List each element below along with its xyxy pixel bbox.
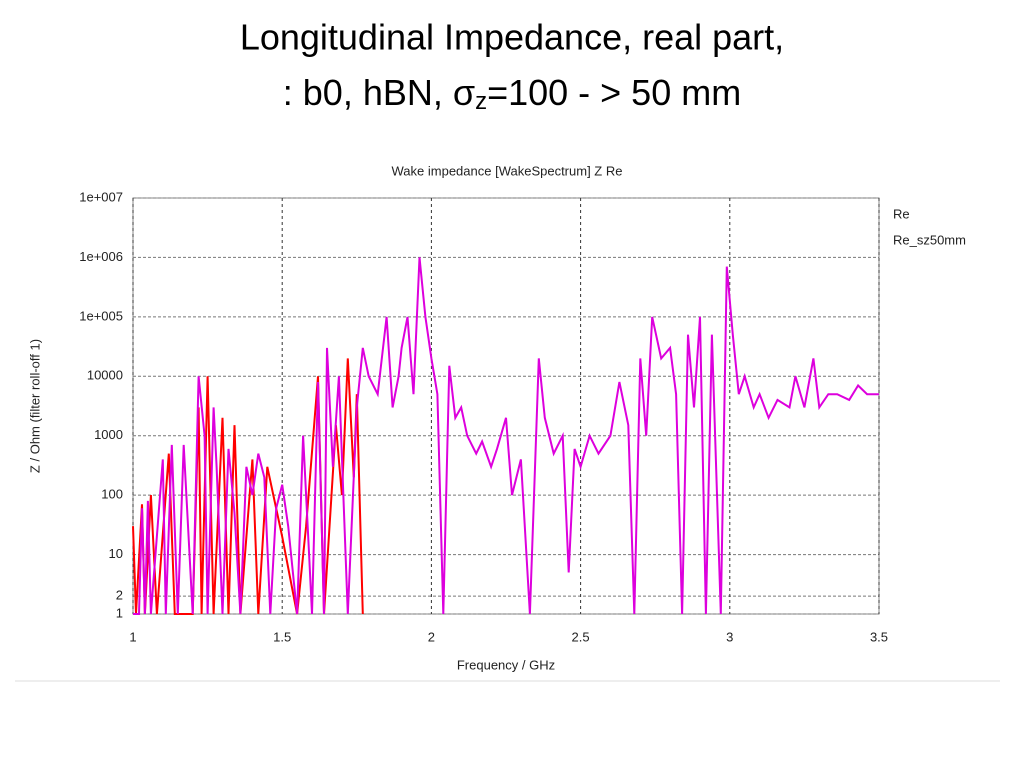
subtitle-subscript: z [475, 88, 487, 115]
y-tick-label: 100 [101, 487, 123, 502]
series-line [133, 257, 879, 615]
legend-entry: Re [893, 206, 910, 221]
slide-title: Longitudinal Impedance, real part, [240, 17, 784, 58]
x-tick-label: 1.5 [273, 629, 291, 644]
x-tick-label: 3.5 [870, 629, 888, 644]
subtitle-text: : b0, hBN, σ [283, 72, 475, 113]
y-tick-label: 1 [116, 605, 123, 620]
chart-title: Wake impedance [WakeSpectrum] Z Re [392, 163, 623, 178]
y-axis-label: Z / Ohm (filter roll-off 1) [27, 339, 42, 473]
y-tick-label: 1e+005 [79, 308, 123, 323]
x-tick-label: 2.5 [572, 629, 590, 644]
x-axis-label: Frequency / GHz [457, 657, 555, 672]
y-tick-label: 10 [109, 546, 123, 561]
x-tick-label: 2 [428, 629, 435, 644]
y-tick-label: 1e+006 [79, 249, 123, 264]
y-tick-label: 2 [116, 588, 123, 603]
subtitle-text: =100 - > 50 mm [487, 72, 741, 113]
y-tick-label: 1e+007 [79, 189, 123, 204]
x-tick-label: 1 [129, 629, 136, 644]
legend-entry: Re_sz50mm [893, 232, 966, 247]
slide-subtitle: : b0, hBN, σz=100 - > 50 mm [283, 72, 741, 116]
y-tick-label: 1000 [94, 427, 123, 442]
y-tick-label: 10000 [87, 368, 123, 383]
x-tick-label: 3 [726, 629, 733, 644]
